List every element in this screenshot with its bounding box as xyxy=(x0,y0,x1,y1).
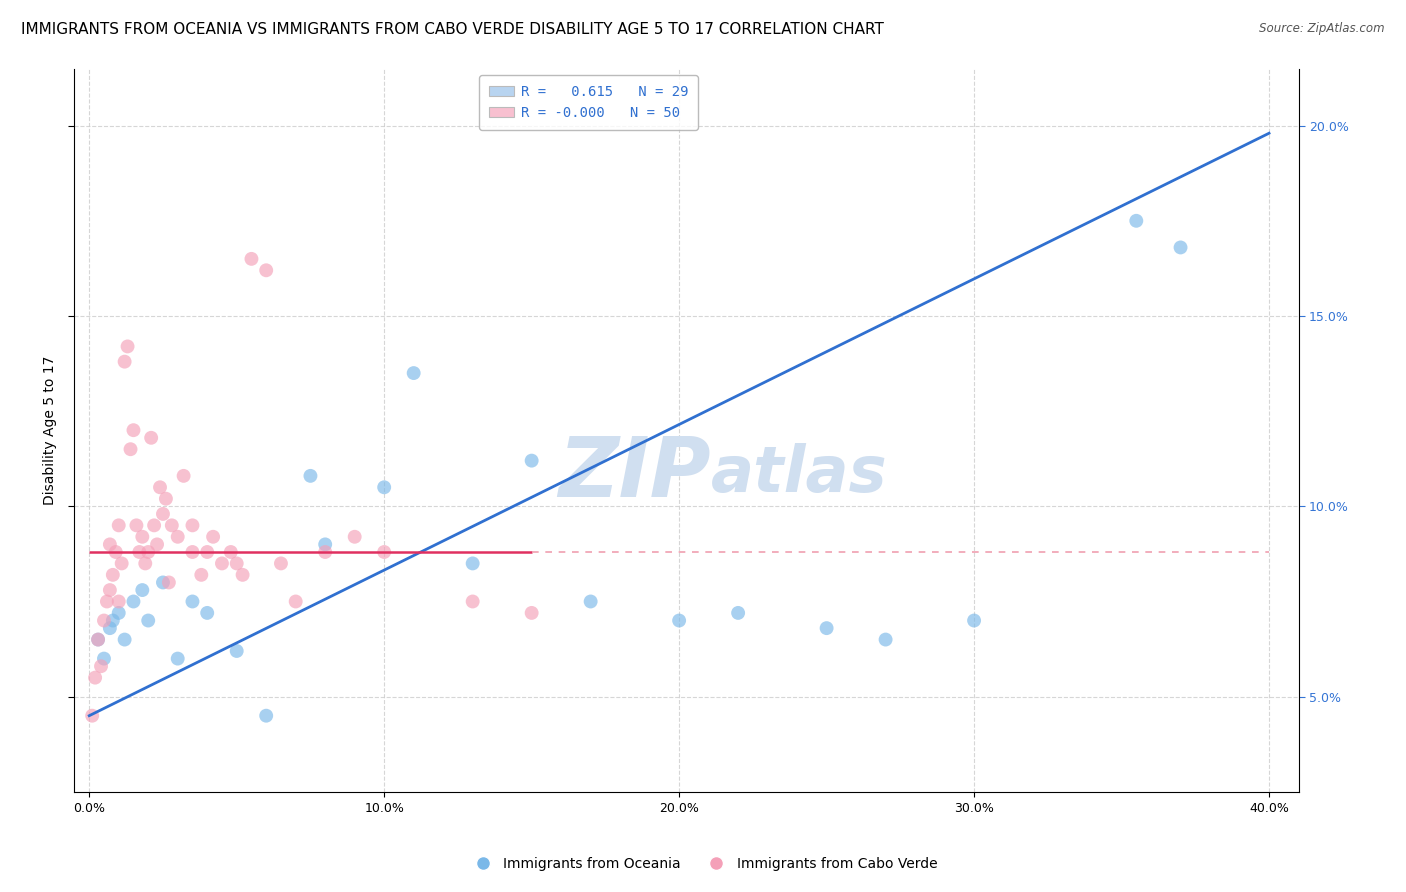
Point xyxy=(107,518,129,533)
Point xyxy=(173,468,195,483)
Point xyxy=(125,518,148,533)
Text: Source: ZipAtlas.com: Source: ZipAtlas.com xyxy=(1260,22,1385,36)
Point xyxy=(166,651,188,665)
Point xyxy=(122,423,145,437)
Point xyxy=(101,614,124,628)
Point xyxy=(314,545,336,559)
Point xyxy=(134,557,156,571)
Point xyxy=(90,659,112,673)
Point xyxy=(107,594,129,608)
Point xyxy=(131,530,153,544)
Point xyxy=(1170,240,1192,254)
Point xyxy=(96,594,118,608)
Point xyxy=(117,339,139,353)
Point xyxy=(461,594,484,608)
Point xyxy=(131,583,153,598)
Point xyxy=(1125,214,1147,228)
Point xyxy=(727,606,749,620)
Point xyxy=(254,263,277,277)
Point xyxy=(232,567,254,582)
Point xyxy=(225,644,247,658)
Point xyxy=(668,614,690,628)
Point xyxy=(101,567,124,582)
Point xyxy=(114,632,136,647)
Point xyxy=(111,557,134,571)
Point xyxy=(963,614,986,628)
Point xyxy=(195,545,218,559)
Point xyxy=(520,453,543,467)
Point xyxy=(314,537,336,551)
Point xyxy=(141,431,163,445)
Point xyxy=(815,621,838,635)
Point xyxy=(136,614,159,628)
Point xyxy=(181,594,204,608)
Point xyxy=(373,480,395,494)
Point xyxy=(299,468,322,483)
Legend: Immigrants from Oceania, Immigrants from Cabo Verde: Immigrants from Oceania, Immigrants from… xyxy=(463,851,943,876)
Point xyxy=(190,567,212,582)
Point xyxy=(128,545,150,559)
Point xyxy=(284,594,307,608)
Point xyxy=(875,632,897,647)
Point xyxy=(461,557,484,571)
Point xyxy=(104,545,127,559)
Point xyxy=(579,594,602,608)
Point xyxy=(402,366,425,380)
Point xyxy=(149,480,172,494)
Point xyxy=(87,632,110,647)
Text: atlas: atlas xyxy=(711,442,887,505)
Point xyxy=(120,442,142,457)
Point xyxy=(155,491,177,506)
Text: ZIP: ZIP xyxy=(558,434,711,514)
Point xyxy=(373,545,395,559)
Text: IMMIGRANTS FROM OCEANIA VS IMMIGRANTS FROM CABO VERDE DISABILITY AGE 5 TO 17 COR: IMMIGRANTS FROM OCEANIA VS IMMIGRANTS FR… xyxy=(21,22,884,37)
Point xyxy=(195,606,218,620)
Point xyxy=(181,545,204,559)
Point xyxy=(98,621,121,635)
Point xyxy=(107,606,129,620)
Point xyxy=(93,651,115,665)
Point xyxy=(166,530,188,544)
Legend: R =   0.615   N = 29, R = -0.000   N = 50: R = 0.615 N = 29, R = -0.000 N = 50 xyxy=(479,76,697,130)
Point xyxy=(219,545,242,559)
Point xyxy=(114,354,136,368)
Point xyxy=(146,537,169,551)
Point xyxy=(270,557,292,571)
Point xyxy=(136,545,159,559)
Point xyxy=(181,518,204,533)
Y-axis label: Disability Age 5 to 17: Disability Age 5 to 17 xyxy=(44,356,58,505)
Point xyxy=(98,537,121,551)
Point xyxy=(160,518,183,533)
Point xyxy=(240,252,263,266)
Point xyxy=(520,606,543,620)
Point xyxy=(211,557,233,571)
Point xyxy=(202,530,225,544)
Point xyxy=(343,530,366,544)
Point xyxy=(143,518,166,533)
Point xyxy=(254,708,277,723)
Point xyxy=(152,575,174,590)
Point xyxy=(98,583,121,598)
Point xyxy=(82,708,104,723)
Point xyxy=(84,671,107,685)
Point xyxy=(122,594,145,608)
Point xyxy=(93,614,115,628)
Point xyxy=(157,575,180,590)
Point xyxy=(152,507,174,521)
Point xyxy=(225,557,247,571)
Point xyxy=(87,632,110,647)
